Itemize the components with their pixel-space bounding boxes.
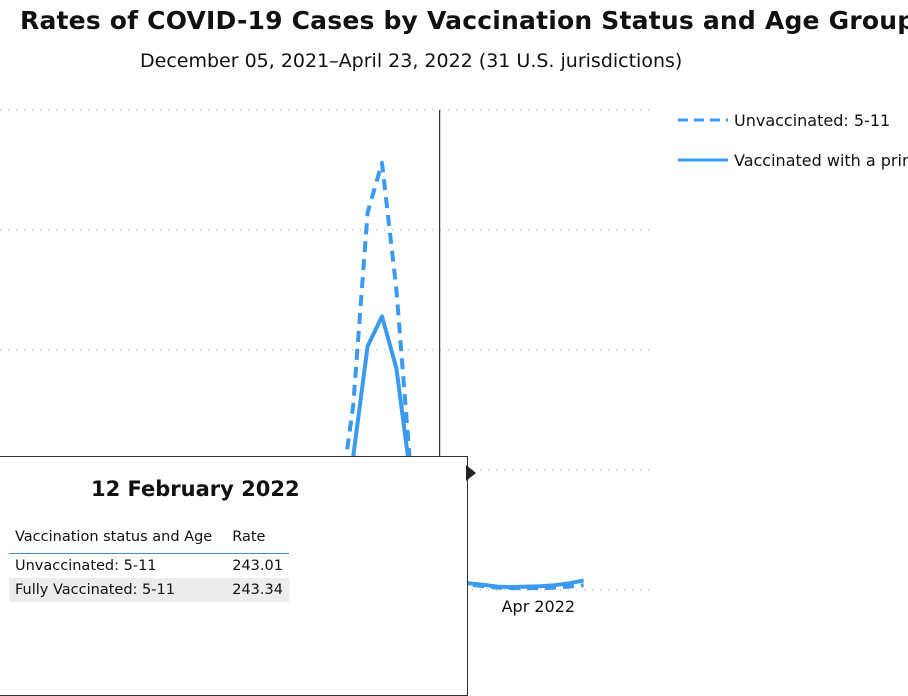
tooltip-pointer-icon: [466, 465, 476, 481]
x-tick-label: Apr 2022: [502, 597, 575, 616]
tooltip-col-rate: Rate: [218, 525, 289, 554]
chart-title: Rates of COVID-19 Cases by Vaccination S…: [20, 6, 908, 35]
table-row: Unvaccinated: 5-11 243.01: [9, 554, 289, 579]
legend-label-vaccinated: Vaccinated with a primary series: 5-11: [734, 150, 908, 170]
tooltip-row-rate: 243.01: [232, 558, 283, 574]
legend-item-vaccinated[interactable]: Vaccinated with a primary series: 5-11: [676, 140, 908, 180]
chart-subtitle: December 05, 2021–April 23, 2022 (31 U.S…: [140, 50, 683, 72]
tooltip-row-rate: 243.34: [218, 578, 289, 602]
table-row: Fully Vaccinated: 5-11 243.34: [9, 578, 289, 602]
tooltip-row-status: Fully Vaccinated: 5-11: [9, 578, 219, 602]
tooltip-title: 12 February 2022: [91, 477, 300, 501]
x-tick-labels: Apr 2022: [502, 597, 575, 616]
tooltip-table: Vaccination status and Age Rate Unvaccin…: [9, 525, 289, 602]
tooltip-col-status: Vaccination status and Age: [9, 525, 219, 554]
data-tooltip: 12 February 2022 Vaccination status and …: [0, 456, 468, 696]
dashed-line-swatch-icon: [678, 118, 728, 122]
legend: Unvaccinated: 5-11 Vaccinated with a pri…: [676, 100, 908, 180]
legend-label-unvaccinated: Unvaccinated: 5-11: [734, 110, 891, 130]
legend-item-unvaccinated[interactable]: Unvaccinated: 5-11: [676, 100, 908, 140]
tooltip-row-status: Unvaccinated: 5-11: [15, 558, 157, 574]
solid-line-swatch-icon: [678, 158, 728, 162]
tooltip-header-row: Vaccination status and Age Rate: [9, 525, 289, 554]
